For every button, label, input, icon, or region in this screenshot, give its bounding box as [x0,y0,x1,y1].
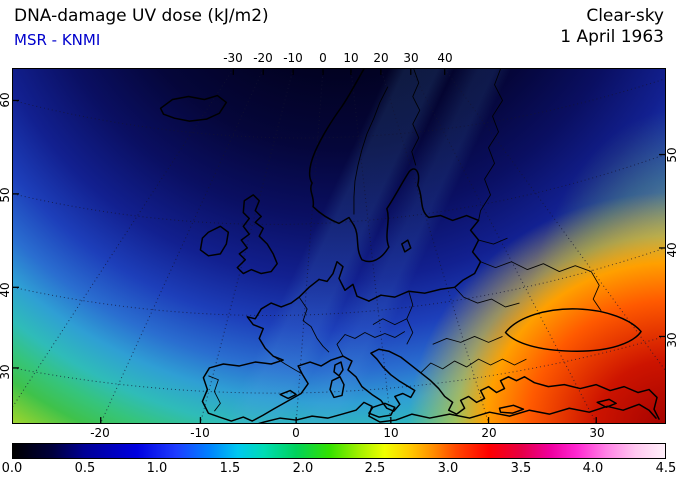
right-axis-label: 50 [665,147,678,163]
map-svg-overlay [13,69,665,423]
page-title: DNA-damage UV dose (kJ/m2) [14,6,269,26]
colorbar-label: 3.0 [437,461,459,476]
left-axis-label: 30 [0,364,12,380]
left-axis-label: 60 [0,92,12,108]
date-label: 1 April 1963 [560,27,664,47]
top-axis-label: 40 [437,51,453,65]
right-axis-label: 40 [665,242,678,258]
colorbar-label: 0.0 [1,461,23,476]
bottom-axis-label: 30 [589,426,605,440]
source-label: MSR - KNMI [14,31,101,49]
colorbar-label: 2.5 [364,461,386,476]
bottom-axis-label: 0 [292,426,300,440]
left-axis-label: 40 [0,282,12,298]
top-axis-label: -20 [253,51,273,65]
map-frame [12,68,666,424]
colorbar-label: 0.5 [74,461,96,476]
bottom-axis-label: -20 [90,426,110,440]
colorbar-label: 3.5 [510,461,532,476]
top-axis-label: 20 [373,51,389,65]
colorbar-label: 1.5 [219,461,241,476]
axis-tick-marks [13,69,665,423]
bottom-axis-label: 10 [383,426,399,440]
top-axis-label: 0 [319,51,327,65]
condition-label: Clear-sky [586,6,664,26]
colorbar-label: 1.0 [146,461,168,476]
top-axis-label: 10 [343,51,359,65]
colorbar [12,443,666,459]
bottom-axis-label: -10 [190,426,210,440]
top-axis-label: -30 [223,51,243,65]
coastlines [159,69,660,423]
colorbar-label: 4.0 [582,461,604,476]
left-axis-label: 50 [0,187,12,203]
colorbar-label: 2.0 [292,461,314,476]
right-axis-label: 30 [665,332,678,348]
colorbar-label: 4.5 [655,461,677,476]
country-borders [208,69,602,412]
top-axis-label: 30 [403,51,419,65]
top-axis-label: -10 [283,51,303,65]
bottom-axis-label: 20 [481,426,497,440]
graticule [13,69,665,423]
